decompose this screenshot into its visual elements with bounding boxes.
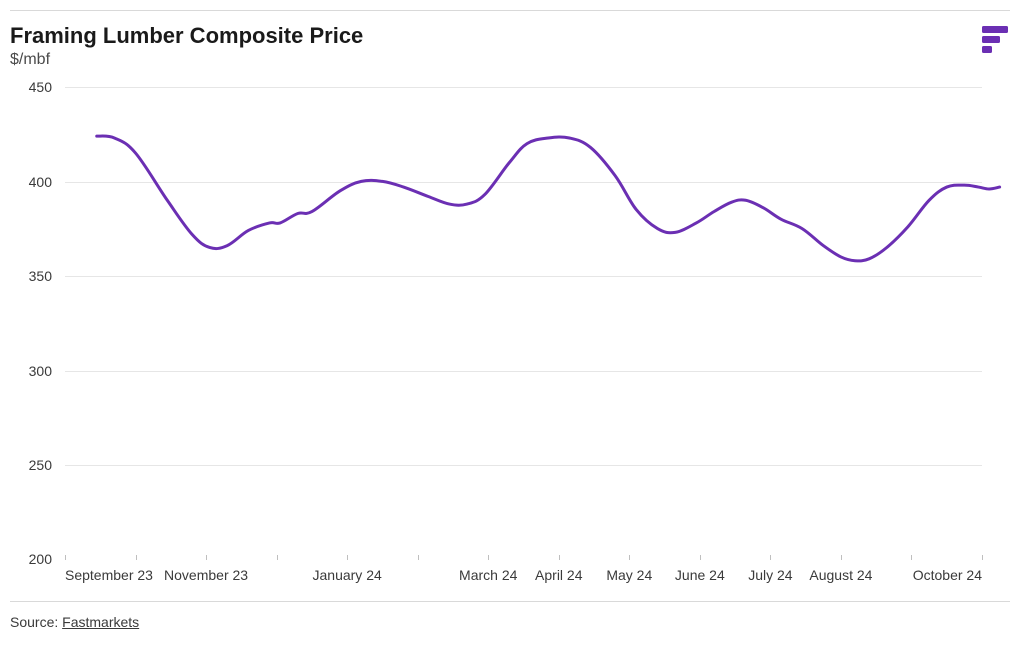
x-axis-tick-label: May 24 [606,567,652,583]
fastmarkets-logo-icon [980,23,1010,53]
chart-subtitle: $/mbf [10,51,363,69]
chart-title: Framing Lumber Composite Price [10,23,363,49]
x-axis-tick-label: June 24 [675,567,725,583]
line-plot [10,87,1010,565]
x-axis-tick-label: July 24 [748,567,792,583]
x-axis-tick-label: January 24 [313,567,382,583]
x-axis-tick-label: October 24 [913,567,982,583]
source-line: Source: Fastmarkets [10,614,1010,630]
bottom-divider [10,601,1010,602]
x-axis-tick-label: September 23 [65,567,153,583]
source-link[interactable]: Fastmarkets [62,614,139,630]
chart-header: Framing Lumber Composite Price $/mbf [10,23,1010,69]
x-axis-tick-label: November 23 [164,567,248,583]
x-axis-tick-label: April 24 [535,567,582,583]
title-block: Framing Lumber Composite Price $/mbf [10,23,363,69]
x-axis-tick-label: March 24 [459,567,517,583]
x-axis-tick-label: August 24 [809,567,872,583]
chart-area: 200250300350400450September 23November 2… [10,87,1010,565]
source-prefix: Source: [10,614,62,630]
price-line [97,136,1000,261]
top-divider [10,10,1010,11]
